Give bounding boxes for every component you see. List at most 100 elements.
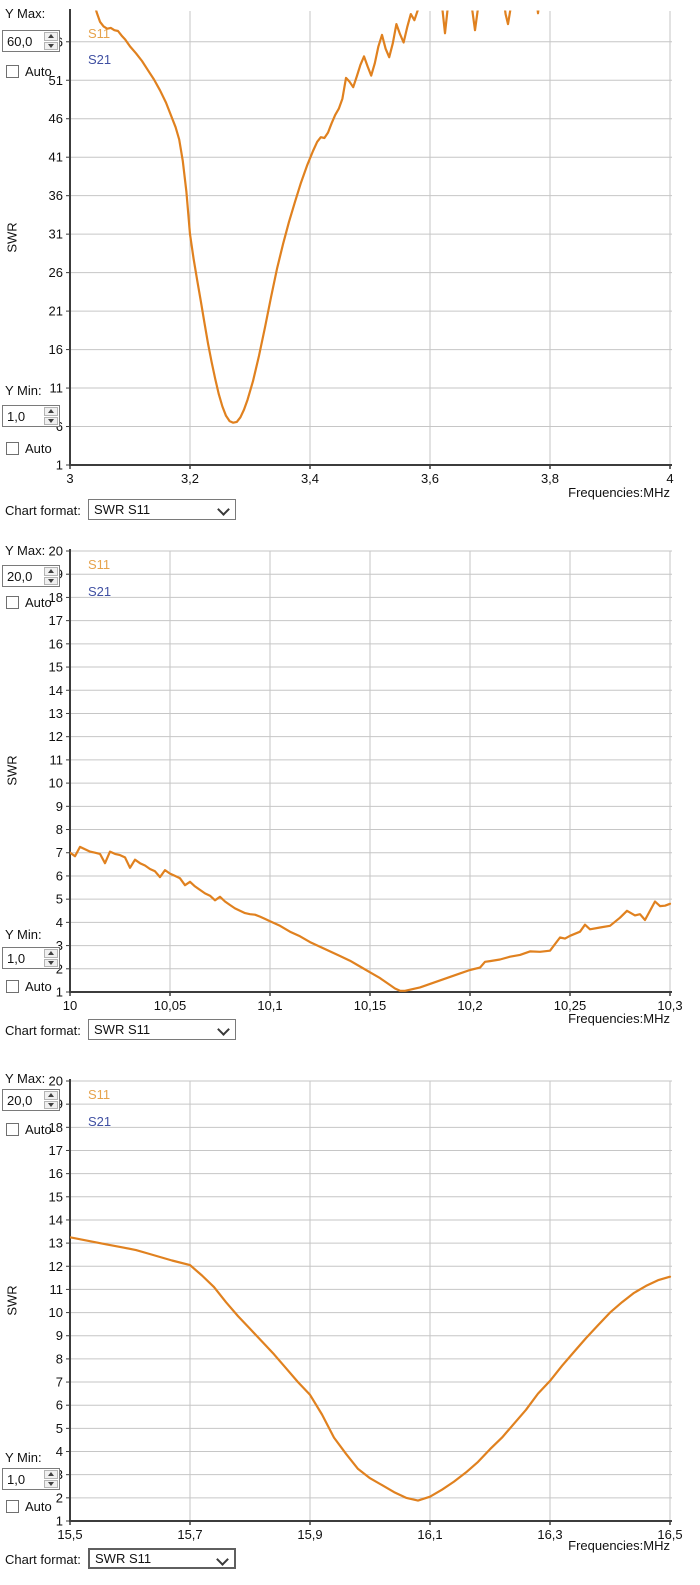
svg-text:15,9: 15,9 [297,1527,322,1542]
svg-text:S21: S21 [88,52,111,67]
y-max-auto-checkbox[interactable] [6,596,19,609]
y-min-label: Y Min: [5,383,42,398]
svg-text:20: 20 [49,544,63,559]
y-axis-title: SWR [4,755,20,786]
down-arrow-icon [48,578,54,583]
auto-label: Auto [25,595,52,610]
y-max-increment-button[interactable] [44,32,58,41]
y-min-increment-button[interactable] [44,407,58,416]
y-max-value[interactable]: 60,0 [7,34,33,49]
svg-text:8: 8 [56,1351,63,1366]
swr-plot-1: 161116212631364146515633,23,43,63,84S11S… [49,9,674,486]
svg-text:17: 17 [49,1143,63,1158]
chart-format-select[interactable]: SWR S11 [88,1019,236,1040]
svg-text:14: 14 [49,683,63,698]
svg-text:10,1: 10,1 [257,998,282,1013]
y-max-label: Y Max: [5,1071,46,1086]
svg-text:18: 18 [49,1120,63,1135]
svg-text:5: 5 [56,892,63,907]
svg-text:10,05: 10,05 [154,998,187,1013]
y-max-value[interactable]: 20,0 [7,1093,33,1108]
y-min-decrement-button[interactable] [44,958,58,967]
chevron-down-icon [217,503,230,516]
svg-text:10,15: 10,15 [354,998,387,1013]
chart-format-select[interactable]: SWR S11 [88,1548,236,1569]
svg-text:6: 6 [56,868,63,883]
y-min-auto-checkbox[interactable] [6,980,19,993]
chart-format-label: Chart format: [5,1552,81,1567]
svg-text:3: 3 [66,471,73,486]
svg-text:12: 12 [49,1259,63,1274]
svg-text:6: 6 [56,1398,63,1413]
svg-text:21: 21 [49,304,63,319]
down-arrow-icon [48,1102,54,1107]
y-min-value[interactable]: 1,0 [7,1472,26,1487]
svg-text:17: 17 [49,613,63,628]
auto-label: Auto [25,64,52,79]
y-max-label: Y Max: [5,6,46,21]
down-arrow-icon [48,960,54,965]
svg-text:1: 1 [56,985,63,1000]
chart-format-select[interactable]: SWR S11 [88,499,236,520]
y-min-spinner[interactable]: 1,0 [2,947,60,969]
y-min-auto-checkbox[interactable] [6,1500,19,1513]
y-min-value[interactable]: 1,0 [7,409,26,424]
y-max-value[interactable]: 20,0 [7,569,33,584]
svg-text:9: 9 [56,799,63,814]
y-max-increment-button[interactable] [44,1091,58,1100]
svg-text:16: 16 [49,636,63,651]
svg-text:18: 18 [49,590,63,605]
y-min-decrement-button[interactable] [44,416,58,425]
auto-label: Auto [25,1499,52,1514]
y-max-label: Y Max: [5,543,46,558]
y-max-spinner[interactable]: 20,0 [2,565,60,587]
y-max-auto-checkbox[interactable] [6,65,19,78]
y-max-decrement-button[interactable] [44,1100,58,1109]
y-max-decrement-button[interactable] [44,41,58,50]
y-min-label: Y Min: [5,1450,42,1465]
svg-text:10,3: 10,3 [657,998,682,1013]
svg-text:16: 16 [49,1166,63,1181]
svg-text:15: 15 [49,1189,63,1204]
y-max-increment-button[interactable] [44,567,58,576]
down-arrow-icon [48,1481,54,1486]
svg-text:S11: S11 [88,557,110,572]
up-arrow-icon [48,34,54,39]
svg-text:11: 11 [50,752,64,767]
svg-text:16,3: 16,3 [537,1527,562,1542]
y-max-auto-checkbox[interactable] [6,1123,19,1136]
auto-label: Auto [25,1122,52,1137]
y-min-increment-button[interactable] [44,949,58,958]
y-min-spinner[interactable]: 1,0 [2,1468,60,1490]
y-min-decrement-button[interactable] [44,1479,58,1488]
up-arrow-icon [48,1472,54,1477]
swr-chart-panel-2: 12345678910111213141516171819201010,0510… [0,537,700,1057]
x-axis-title: Frequencies:MHz [568,1011,670,1026]
svg-text:10,25: 10,25 [554,998,587,1013]
chevron-down-icon [216,1553,229,1566]
svg-text:3,6: 3,6 [421,471,439,486]
svg-text:20: 20 [49,1074,63,1089]
svg-text:15,7: 15,7 [177,1527,202,1542]
y-max-spinner[interactable]: 60,0 [2,30,60,52]
y-min-auto-checkbox[interactable] [6,442,19,455]
y-min-increment-button[interactable] [44,1470,58,1479]
y-max-decrement-button[interactable] [44,576,58,585]
svg-text:3,2: 3,2 [181,471,199,486]
chevron-down-icon [217,1023,230,1036]
y-axis-title: SWR [4,222,20,253]
svg-text:S21: S21 [88,584,111,599]
swr-plot-2: 12345678910111213141516171819201010,0510… [49,544,683,1014]
svg-text:3: 3 [56,938,63,953]
y-min-value[interactable]: 1,0 [7,951,26,966]
up-arrow-icon [48,409,54,414]
svg-text:15: 15 [49,660,63,675]
y-min-spinner[interactable]: 1,0 [2,405,60,427]
svg-text:10: 10 [63,998,77,1013]
y-max-spinner[interactable]: 20,0 [2,1089,60,1111]
svg-text:7: 7 [56,1375,63,1390]
svg-text:1: 1 [56,458,63,473]
svg-text:4: 4 [666,471,673,486]
svg-text:9: 9 [56,1328,63,1343]
swr-plot-3: 123456789101112131415161718192015,515,71… [49,1074,683,1543]
